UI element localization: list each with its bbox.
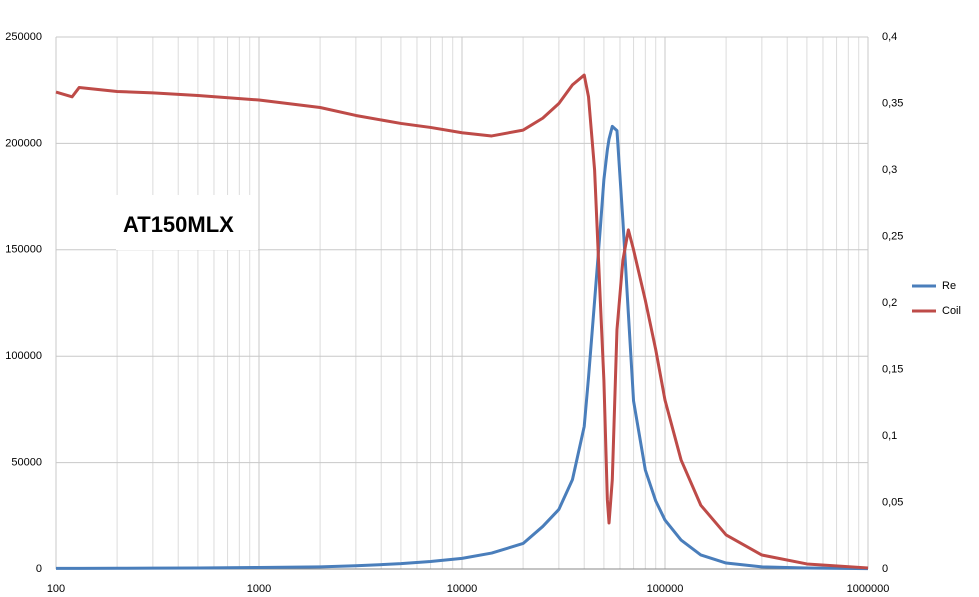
y2-tick-label: 0,05 xyxy=(882,496,903,508)
y2-tick-label: 0,35 xyxy=(882,97,903,109)
y-tick-label: 0 xyxy=(36,563,42,575)
series-line xyxy=(55,73,869,570)
annotation: AT150MLX xyxy=(123,212,234,237)
series-line xyxy=(56,124,869,571)
y2-tick-label: 0,1 xyxy=(882,430,897,442)
y-tick-label: 100000 xyxy=(5,350,42,362)
x-tick-label: 1000 xyxy=(247,583,271,595)
y-tick-label: 150000 xyxy=(5,244,42,256)
y2-tick-label: 0,25 xyxy=(882,230,903,242)
x-tick-label: 1000000 xyxy=(847,583,890,595)
y2-tick-label: 0 xyxy=(882,563,888,575)
y-tick-label: 200000 xyxy=(5,137,42,149)
y-tick-label: 250000 xyxy=(5,31,42,43)
x-tick-label: 100 xyxy=(47,583,65,595)
y2-tick-label: 0,15 xyxy=(882,363,903,375)
legend-label: Coil xyxy=(942,305,961,317)
legend-label: Re xyxy=(942,280,956,292)
y-tick-label: 50000 xyxy=(11,457,42,469)
y2-tick-label: 0,3 xyxy=(882,164,897,176)
y2-tick-label: 0,4 xyxy=(882,31,897,43)
x-tick-label: 10000 xyxy=(447,583,478,595)
annotation-box xyxy=(116,195,258,250)
x-tick-label: 100000 xyxy=(647,583,684,595)
grid xyxy=(55,36,869,570)
y2-tick-label: 0,2 xyxy=(882,297,897,309)
